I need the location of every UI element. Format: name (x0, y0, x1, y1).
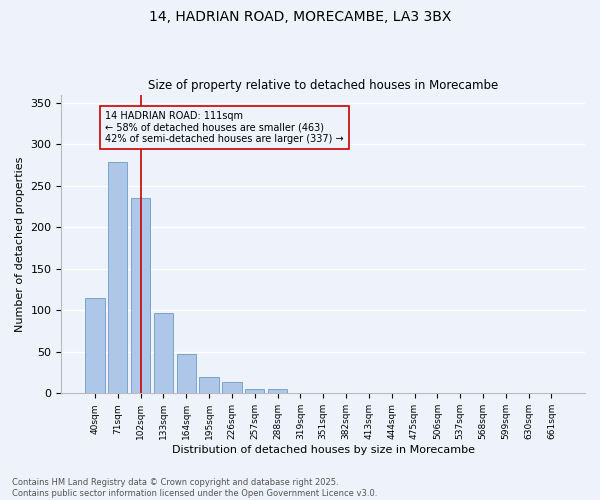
Bar (108, 162, 127, 394)
Bar (222, 382, 242, 394)
Y-axis label: Number of detached properties: Number of detached properties (15, 156, 25, 332)
X-axis label: Distribution of detached houses by size in Morecambe: Distribution of detached houses by size … (172, 445, 475, 455)
Bar (154, 313, 173, 394)
Bar (131, 198, 150, 394)
Text: Contains HM Land Registry data © Crown copyright and database right 2025.
Contai: Contains HM Land Registry data © Crown c… (12, 478, 377, 498)
Bar (85, 298, 104, 394)
Bar (176, 354, 196, 394)
Text: 14 HADRIAN ROAD: 111sqm
← 58% of detached houses are smaller (463)
42% of semi-d: 14 HADRIAN ROAD: 111sqm ← 58% of detache… (105, 111, 344, 144)
Bar (313, 392, 333, 394)
Bar (245, 389, 265, 394)
Bar (268, 389, 287, 394)
Bar (199, 376, 219, 394)
Title: Size of property relative to detached houses in Morecambe: Size of property relative to detached ho… (148, 79, 499, 92)
Text: 14, HADRIAN ROAD, MORECAMBE, LA3 3BX: 14, HADRIAN ROAD, MORECAMBE, LA3 3BX (149, 10, 451, 24)
